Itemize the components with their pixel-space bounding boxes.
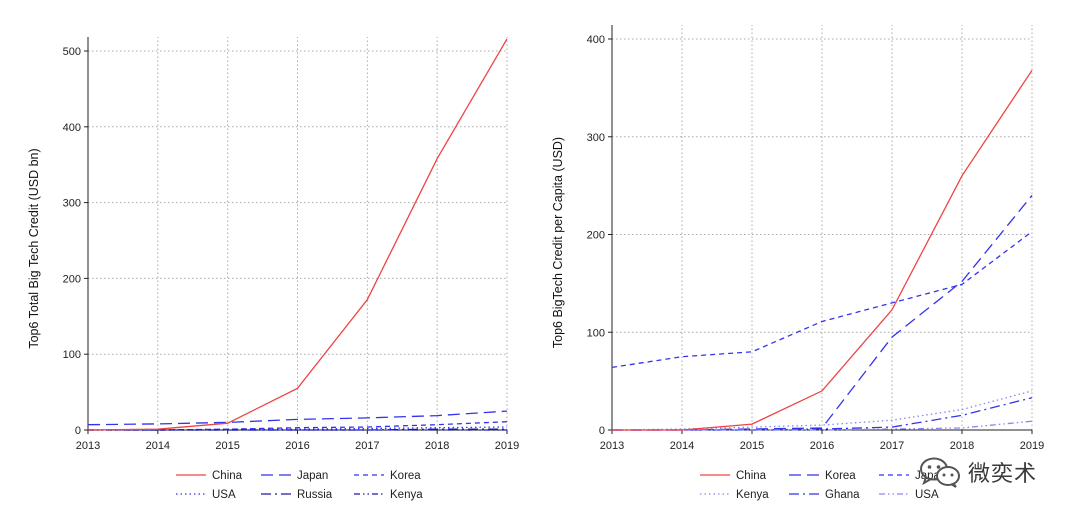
chart-panel-1: 0 100 200 300 400 500 2013 2014 2015 2016 2017 2018… bbox=[27, 37, 519, 501]
y-tick-label: 500 bbox=[63, 46, 81, 58]
legend-item-kenya: Kenya bbox=[354, 489, 423, 501]
wechat-style-logo-icon bbox=[920, 457, 960, 488]
series-line-china bbox=[612, 69, 1033, 431]
y-axis-title: Top6 Total Big Tech Credit (USD bn) bbox=[27, 148, 41, 348]
legend-label: China bbox=[212, 470, 243, 482]
legend-item-kenya: Kenya bbox=[700, 489, 769, 501]
chart-panel-2: 0 100 200 300 400 2013 2014 2015 2016 2017 2018 201… bbox=[551, 25, 1044, 501]
legend-label: China bbox=[736, 470, 767, 482]
y-tick-label: 400 bbox=[587, 34, 605, 46]
legend-item-japan: Japan bbox=[261, 470, 328, 482]
x-tick-label: 2014 bbox=[670, 440, 694, 452]
legend-label: Japan bbox=[297, 470, 328, 482]
legend-item-korea: Korea bbox=[789, 470, 856, 482]
legend-item-korea: Korea bbox=[354, 470, 421, 482]
x-tick-label: 2019 bbox=[1020, 440, 1044, 452]
series-line-japan bbox=[87, 410, 508, 426]
x-tick-label: 2018 bbox=[950, 440, 974, 452]
legend-label: Korea bbox=[390, 470, 421, 482]
y-tick-label: 100 bbox=[587, 327, 605, 339]
x-tick-label: 2016 bbox=[810, 440, 834, 452]
legend-item-ghana: Ghana bbox=[789, 489, 860, 501]
legend-label: USA bbox=[212, 489, 236, 501]
series-line-china bbox=[87, 38, 508, 431]
y-tick-label: 200 bbox=[587, 230, 605, 242]
x-tick-label: 2013 bbox=[76, 440, 100, 452]
legend-label: Kenya bbox=[736, 489, 769, 501]
legend: China Japan Korea USA Russia Kenya bbox=[176, 470, 423, 501]
y-tick-label: 300 bbox=[587, 132, 605, 144]
series-line-korea bbox=[88, 421, 508, 431]
x-tick-label: 2014 bbox=[146, 440, 170, 452]
y-tick-label: 400 bbox=[63, 122, 81, 134]
legend-item-russia: Russia bbox=[261, 489, 333, 501]
legend-label: Ghana bbox=[825, 489, 860, 501]
legend-item-china: China bbox=[176, 470, 243, 482]
y-tick-label: 0 bbox=[599, 425, 605, 437]
legend-item-china: China bbox=[700, 470, 767, 482]
y-axis-title: Top6 BigTech Credit per Capita (USD) bbox=[551, 137, 565, 348]
series-line-russia bbox=[88, 428, 507, 431]
x-tick-label: 2016 bbox=[285, 440, 309, 452]
legend-item-usa: USA bbox=[176, 489, 236, 501]
legend-label: Kenya bbox=[390, 489, 423, 501]
legend-label: Korea bbox=[825, 470, 856, 482]
series-line-korea bbox=[612, 194, 1033, 431]
x-tick-label: 2015 bbox=[215, 440, 239, 452]
legend-label: USA bbox=[915, 489, 939, 501]
x-tick-label: 2013 bbox=[600, 440, 624, 452]
y-tick-label: 100 bbox=[63, 349, 81, 361]
x-tick-label: 2015 bbox=[740, 440, 764, 452]
watermark: 微奕术 bbox=[918, 452, 1037, 492]
legend-item-usa: USA bbox=[879, 489, 939, 501]
y-tick-label: 300 bbox=[63, 198, 81, 210]
x-tick-label: 2017 bbox=[355, 440, 379, 452]
series-line-kenya bbox=[611, 390, 1033, 431]
y-tick-label: 200 bbox=[63, 273, 81, 285]
x-tick-label: 2018 bbox=[425, 440, 449, 452]
y-tick-label: 0 bbox=[75, 425, 81, 437]
x-tick-label: 2017 bbox=[880, 440, 904, 452]
legend-label: Russia bbox=[297, 489, 333, 501]
series-line-japan bbox=[611, 231, 1033, 369]
watermark-text: 微奕术 bbox=[968, 462, 1038, 487]
x-tick-label: 2019 bbox=[495, 440, 519, 452]
